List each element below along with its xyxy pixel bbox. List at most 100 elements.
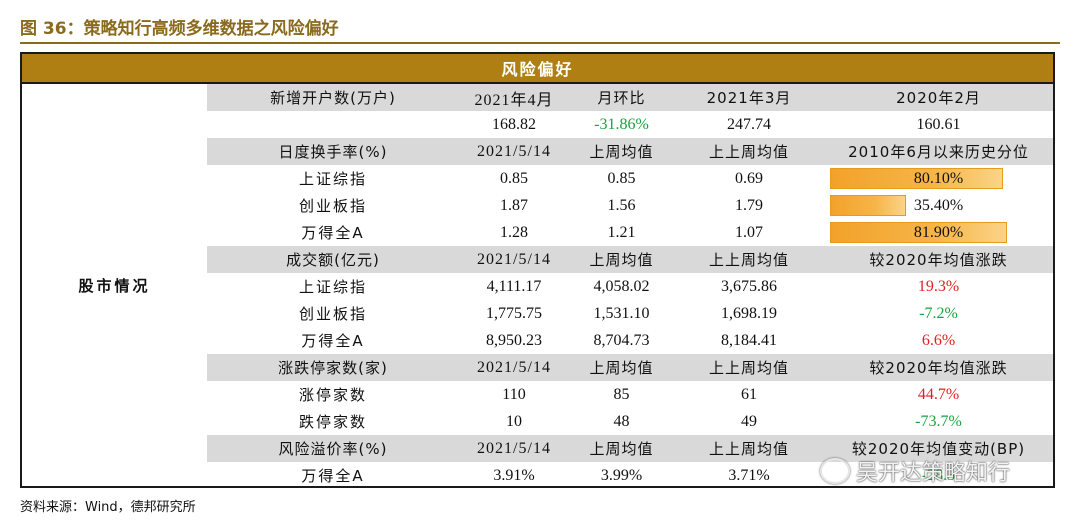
table-cell: 新增开户数(万户) [270, 89, 396, 107]
table-cell: 61 [741, 385, 757, 403]
table-title: 风险偏好 [22, 54, 1053, 84]
table-row: 跌停家数 10 48 49 -73.7% [207, 408, 1053, 435]
table-cell: 涨停家数 [298, 386, 367, 404]
table-cell: 44.7% [917, 385, 960, 403]
table-cell: 81.90% [913, 223, 964, 241]
table-cell: 80.10% [913, 169, 964, 187]
table-cell: 1.07 [735, 223, 763, 241]
table-cell: 2021/5/14 [477, 250, 551, 268]
table-cell: 4,058.02 [593, 277, 650, 295]
table-cell: 247.74 [727, 115, 771, 133]
table-cell: 1.21 [607, 223, 636, 241]
table-row: 上证综指 4,111.17 4,058.02 3,675.86 19.3% [207, 273, 1053, 300]
table-cell: 160.61 [916, 115, 961, 133]
table-cell: 2021/5/14 [477, 439, 551, 457]
table-cell: 6.6% [921, 331, 956, 349]
table-cell: 成交额(亿元) [286, 251, 380, 269]
percentile-bar-track [830, 222, 1046, 243]
risk-preference-table: 风险偏好 股市情况 新增开户数(万户) 2021年4月 月环比 2021年3月 2020… [20, 52, 1055, 488]
table-cell: 万得全A [301, 467, 365, 485]
table-cell: 48 [613, 412, 630, 430]
table-cell: 万得全A [301, 332, 365, 350]
table-cell: 1.87 [500, 196, 528, 214]
table-cell: 上证综指 [298, 278, 367, 296]
table-row: 上证综指 0.85 0.85 0.69 80.10% [207, 165, 1053, 192]
table-cell: 4,111.17 [486, 277, 542, 295]
table-cell: 8,950.23 [486, 331, 542, 349]
table-cell: 10 [506, 412, 522, 430]
title-divider [20, 42, 1060, 44]
table-cell: 3.71% [728, 466, 770, 484]
table-cell: 上上周均值 [708, 143, 789, 161]
table-row: 万得全A 1.28 1.21 1.07 81.90% [207, 219, 1053, 246]
watermark-text: 吴开达策略知行 [856, 461, 1011, 486]
percentile-bar [830, 195, 907, 216]
table-cell: 上周均值 [589, 251, 654, 269]
table-cell: 较2020年均值涨跌 [869, 359, 1008, 377]
table-cell: 风险溢价率(%) [278, 440, 388, 458]
table-cell: 1,531.10 [593, 304, 650, 322]
table-header-row: 涨跌停家数(家) 2021/5/14 上周均值 上上周均值 较2020年均值涨跌 [207, 354, 1053, 381]
section-label: 股市情况 [78, 276, 151, 295]
table-cell [207, 111, 459, 138]
table-cell: 上周均值 [589, 440, 654, 458]
wechat-icon [820, 458, 850, 484]
table-cell: 110 [502, 385, 526, 403]
table-cell: 月环比 [597, 89, 646, 107]
table-cell: 2020年2月 [896, 89, 981, 107]
table-cell: 1,775.75 [486, 304, 542, 322]
table-cell: 2021/5/14 [477, 358, 551, 376]
table-cell: 1.28 [500, 223, 528, 241]
table-cell: 19.3% [917, 277, 960, 295]
table-cell: 上上周均值 [708, 251, 789, 269]
table-cell: 上上周均值 [708, 440, 789, 458]
table-row: 168.82 -31.86% 247.74 160.61 [207, 111, 1053, 138]
table-cell: -31.86% [594, 115, 649, 133]
table-cell: 创业板指 [298, 197, 367, 215]
table-cell: 2021/5/14 [477, 142, 551, 160]
table-cell: 168.82 [492, 115, 536, 133]
table-cell: 8,704.73 [593, 331, 650, 349]
table-cell: 上周均值 [589, 143, 654, 161]
table-cell: 85 [613, 385, 630, 403]
table-cell: -28.5 [921, 466, 956, 484]
table-cell: 上证综指 [298, 170, 367, 188]
percentile-bar-track [830, 168, 1046, 189]
table-cell: 0.85 [607, 169, 636, 187]
table-cell: 0.69 [735, 169, 763, 187]
table-cell: 2010年6月以来历史分位 [848, 143, 1029, 161]
figure-title: 图 36：策略知行高频多维数据之风险偏好 [20, 19, 339, 39]
watermark: 吴开达策略知行 [820, 455, 1010, 487]
percentile-bar [830, 168, 1004, 189]
percentile-cell: 81.90% [824, 219, 1053, 246]
percentile-cell: 80.10% [824, 165, 1053, 192]
percentile-bar-track [830, 195, 1046, 216]
table-row: 万得全A 3.91% 3.99% 3.71% -28.5 [207, 462, 1053, 489]
table-row: 万得全A 8,950.23 8,704.73 8,184.41 6.6% [207, 327, 1053, 354]
table-cell: 1.56 [607, 196, 636, 214]
table-cell: 较2020年均值涨跌 [869, 251, 1008, 269]
source-note: 资料来源：Wind，德邦研究所 [20, 500, 196, 515]
table-cell: 0.85 [500, 169, 528, 187]
table-cell: 3,675.86 [721, 277, 777, 295]
table-cell: 涨跌停家数(家) [278, 359, 388, 377]
table-cell: 1.79 [735, 196, 763, 214]
table-cell: -7.2% [919, 304, 958, 322]
table-cell: 49 [741, 412, 757, 430]
table-row: 涨停家数 110 85 61 44.7% [207, 381, 1053, 408]
table-cell: 较2020年均值变动(BP) [851, 440, 1026, 458]
table-row: 创业板指 1,775.75 1,531.10 1,698.19 -7.2% [207, 300, 1053, 327]
table-cell: 1,698.19 [721, 304, 777, 322]
table-cell: 8,184.41 [721, 331, 777, 349]
table-cell: 上上周均值 [708, 359, 789, 377]
table-cell: 创业板指 [298, 305, 367, 323]
table-row: 创业板指 1.87 1.56 1.79 35.40% [207, 192, 1053, 219]
table-cell: 2021年3月 [706, 89, 792, 107]
table-cell: 3.99% [600, 466, 643, 484]
table-cell: 上周均值 [589, 359, 654, 377]
table-cell: 35.40% [913, 196, 964, 214]
table-header-row: 风险溢价率(%) 2021/5/14 上周均值 上上周均值 较2020年均值变动(BP) [207, 435, 1053, 462]
table-header-row: 成交额(亿元) 2021/5/14 上周均值 上上周均值 较2020年均值涨跌 [207, 246, 1053, 273]
table-cell: 跌停家数 [298, 413, 367, 431]
table-cell: 3.91% [493, 466, 535, 484]
